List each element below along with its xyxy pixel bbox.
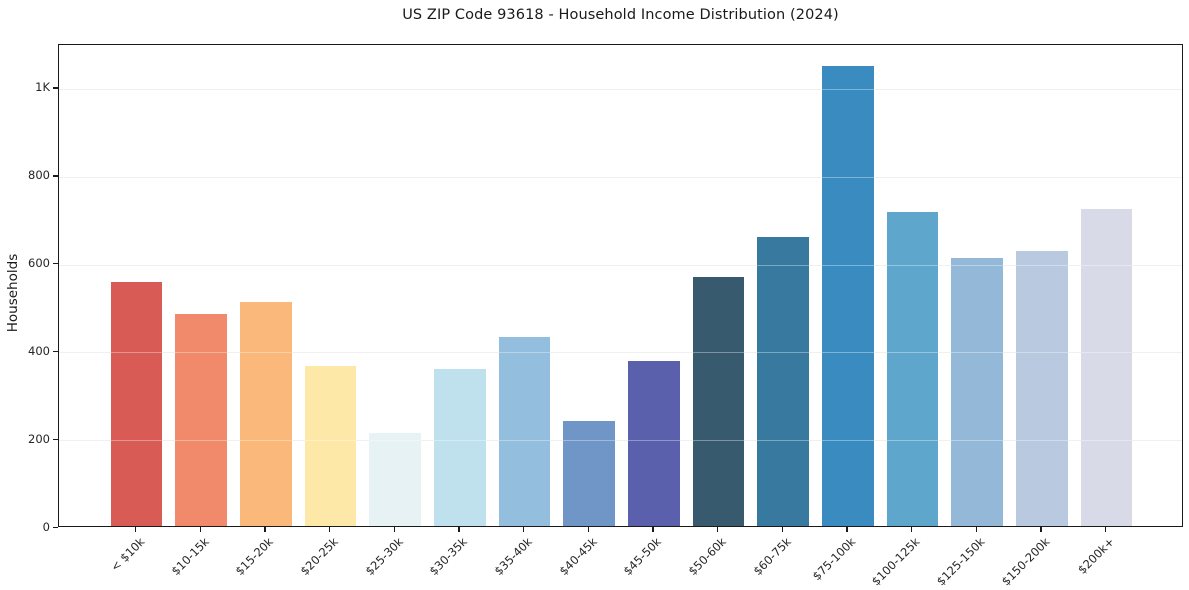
bar [692, 276, 745, 526]
x-tick-mark [846, 527, 848, 532]
y-tick-label: 1K [35, 80, 50, 95]
y-tick-mark [53, 87, 58, 89]
x-tick-label: $40-45k [556, 534, 600, 579]
bar [175, 313, 228, 526]
x-tick-mark [135, 527, 137, 532]
x-tick-label: $200k+ [1074, 534, 1117, 577]
bar [110, 281, 163, 526]
x-tick-mark [199, 527, 202, 532]
bar [1015, 250, 1068, 526]
y-tick-mark [53, 263, 58, 265]
x-tick-label: $125-150k [933, 534, 988, 589]
x-tick-mark [523, 527, 525, 532]
x-tick-mark [652, 527, 654, 532]
x-tick-mark [1104, 527, 1107, 532]
x-tick-mark [716, 527, 719, 532]
gridline [59, 176, 1182, 178]
bar [1080, 208, 1133, 526]
x-tick-mark [393, 527, 395, 532]
gridline-overlay [59, 352, 1182, 354]
y-tick-label: 200 [28, 431, 50, 446]
y-tick-label: 600 [28, 256, 50, 271]
bar [886, 211, 939, 526]
x-tick-label: $20-25k [297, 534, 342, 579]
chart-title: US ZIP Code 93618 - Household Income Dis… [402, 7, 839, 23]
y-tick-label: 800 [28, 168, 50, 183]
gridline-overlay [59, 176, 1182, 178]
bar [563, 420, 616, 526]
gridline-overlay [59, 88, 1182, 90]
x-tick-mark [458, 527, 460, 532]
x-tick-label: $45-50k [620, 534, 665, 579]
bar [821, 65, 874, 526]
x-tick-mark [910, 527, 913, 532]
bar [757, 236, 809, 526]
x-tick-mark [781, 527, 783, 532]
x-tick-label: $150-200k [998, 534, 1053, 589]
plot-area [58, 44, 1183, 527]
x-tick-mark [329, 527, 331, 532]
bar [240, 302, 292, 526]
bar [369, 432, 422, 526]
bar [951, 258, 1003, 526]
bar [304, 365, 357, 526]
y-tick-mark [53, 175, 58, 177]
x-tick-label: $30-35k [426, 534, 471, 579]
y-tick-label: 0 [42, 519, 50, 534]
gridline [59, 352, 1182, 354]
gridline [59, 440, 1182, 442]
gridline-overlay [59, 440, 1182, 442]
bar [498, 336, 551, 526]
x-tick-label: < $10k [107, 534, 148, 575]
x-tick-mark [975, 527, 977, 532]
x-tick-label: $25-30k [362, 534, 406, 579]
x-tick-label: $50-60k [685, 534, 729, 579]
x-tick-label: $10-15k [168, 534, 212, 579]
x-tick-mark [264, 527, 266, 532]
x-tick-label: $60-75k [750, 534, 794, 579]
y-tick-mark [53, 438, 58, 440]
gridline-overlay [59, 264, 1182, 266]
x-tick-mark [1040, 527, 1042, 532]
gridline [59, 264, 1182, 266]
y-tick-mark [53, 526, 58, 528]
y-tick-mark [53, 350, 58, 353]
gridline [59, 88, 1182, 90]
y-tick-label: 400 [28, 343, 50, 358]
x-tick-label: $15-20k [232, 534, 277, 579]
x-tick-label: $35-40k [491, 534, 536, 579]
y-axis-label: Households [5, 253, 21, 333]
x-tick-label: $100-125k [869, 534, 923, 589]
x-tick-label: $75-100k [809, 534, 859, 584]
x-tick-mark [587, 527, 589, 532]
bar [434, 369, 486, 526]
bar [627, 360, 680, 526]
